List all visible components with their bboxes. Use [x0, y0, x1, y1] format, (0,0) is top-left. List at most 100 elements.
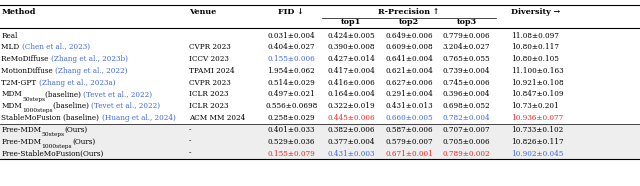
- Text: 0.258±0.029: 0.258±0.029: [268, 114, 315, 122]
- Text: Venue: Venue: [189, 8, 216, 16]
- Text: 0.390±0.008: 0.390±0.008: [328, 43, 375, 51]
- Text: ICLR 2023: ICLR 2023: [189, 102, 228, 110]
- Text: (Tevet et al., 2022): (Tevet et al., 2022): [83, 91, 152, 99]
- Text: FID ↓: FID ↓: [278, 8, 304, 16]
- Text: ReMoDiffuse: ReMoDiffuse: [1, 55, 51, 63]
- Text: 0.556±0.0698: 0.556±0.0698: [265, 102, 317, 110]
- Text: (Ours): (Ours): [65, 126, 88, 134]
- Text: 0.291±0.004: 0.291±0.004: [385, 91, 433, 99]
- Text: 10.80±0.117: 10.80±0.117: [511, 43, 559, 51]
- Text: 0.609±0.008: 0.609±0.008: [385, 43, 433, 51]
- Text: R-Precision ↑: R-Precision ↑: [378, 8, 439, 16]
- Text: (Zhang et al., 2023b): (Zhang et al., 2023b): [51, 55, 128, 63]
- Text: top3: top3: [456, 18, 477, 26]
- Text: 0.396±0.004: 0.396±0.004: [443, 91, 490, 99]
- Text: (Huang et al., 2024): (Huang et al., 2024): [102, 114, 175, 122]
- Text: 1000steps: 1000steps: [22, 108, 52, 113]
- Text: 10.73±0.201: 10.73±0.201: [511, 102, 559, 110]
- Text: 0.698±0.052: 0.698±0.052: [443, 102, 490, 110]
- Text: MDM: MDM: [1, 91, 22, 99]
- Text: top2: top2: [399, 18, 419, 26]
- Text: -: -: [189, 126, 191, 134]
- Text: 0.765±0.055: 0.765±0.055: [443, 55, 490, 63]
- Text: 0.427±0.014: 0.427±0.014: [328, 55, 375, 63]
- Text: 1.954±0.062: 1.954±0.062: [268, 67, 315, 75]
- Text: 10.936±0.077: 10.936±0.077: [511, 114, 563, 122]
- Text: (Ours): (Ours): [72, 138, 95, 146]
- Text: 0.621±0.004: 0.621±0.004: [385, 67, 433, 75]
- Text: (Zhang et al., 2023a): (Zhang et al., 2023a): [38, 79, 115, 87]
- Text: MotionDiffuse: MotionDiffuse: [1, 67, 55, 75]
- Text: 0.155±0.006: 0.155±0.006: [268, 55, 315, 63]
- Text: 0.789±0.002: 0.789±0.002: [443, 150, 490, 158]
- Text: 0.431±0.003: 0.431±0.003: [328, 150, 375, 158]
- Text: 0.745±0.006: 0.745±0.006: [443, 79, 490, 87]
- Text: Free-MDM: Free-MDM: [1, 126, 42, 134]
- Text: 0.416±0.006: 0.416±0.006: [328, 79, 375, 87]
- Text: 0.641±0.004: 0.641±0.004: [385, 55, 433, 63]
- Text: 0.660±0.005: 0.660±0.005: [385, 114, 433, 122]
- Text: 10.902±0.045: 10.902±0.045: [511, 150, 563, 158]
- Text: (baseline): (baseline): [45, 91, 83, 99]
- Text: 0.431±0.013: 0.431±0.013: [385, 102, 433, 110]
- Text: 0.031±0.004: 0.031±0.004: [268, 31, 315, 39]
- Text: 0.322±0.019: 0.322±0.019: [328, 102, 375, 110]
- Text: 0.739±0.004: 0.739±0.004: [443, 67, 490, 75]
- Text: 0.587±0.006: 0.587±0.006: [385, 126, 433, 134]
- Text: 0.707±0.007: 0.707±0.007: [443, 126, 490, 134]
- Text: 0.782±0.004: 0.782±0.004: [443, 114, 490, 122]
- Text: -: -: [189, 150, 191, 158]
- Text: 50steps: 50steps: [22, 97, 45, 102]
- Text: 0.424±0.005: 0.424±0.005: [328, 31, 375, 39]
- Text: (Chen et al., 2023): (Chen et al., 2023): [22, 43, 90, 51]
- Text: (baseline): (baseline): [52, 102, 91, 110]
- Text: 10.733±0.102: 10.733±0.102: [511, 126, 563, 134]
- Text: 0.401±0.033: 0.401±0.033: [268, 126, 315, 134]
- Text: 11.100±0.163: 11.100±0.163: [511, 67, 563, 75]
- Text: 0.705±0.006: 0.705±0.006: [443, 138, 490, 146]
- Text: 11.08±0.097: 11.08±0.097: [511, 31, 559, 39]
- Text: top1: top1: [341, 18, 362, 26]
- Text: 3.204±0.027: 3.204±0.027: [443, 43, 490, 51]
- Text: -: -: [189, 138, 191, 146]
- Bar: [0, 148, 640, 159]
- Text: 0.579±0.007: 0.579±0.007: [385, 138, 433, 146]
- Text: 0.164±0.004: 0.164±0.004: [328, 91, 375, 99]
- Text: 1000steps: 1000steps: [42, 144, 72, 149]
- Text: StableMoFusion (baseline): StableMoFusion (baseline): [1, 114, 102, 122]
- Text: MDM: MDM: [1, 102, 22, 110]
- Text: Free-MDM: Free-MDM: [1, 138, 42, 146]
- Text: Diversity →: Diversity →: [511, 8, 560, 16]
- Text: 50steps: 50steps: [42, 132, 65, 137]
- Text: 0.155±0.079: 0.155±0.079: [268, 150, 315, 158]
- Text: 0.404±0.027: 0.404±0.027: [268, 43, 315, 51]
- Text: 10.826±0.117: 10.826±0.117: [511, 138, 563, 146]
- Text: 0.649±0.006: 0.649±0.006: [385, 31, 433, 39]
- Text: 0.514±0.029: 0.514±0.029: [268, 79, 315, 87]
- Text: T2M-GPT: T2M-GPT: [1, 79, 38, 87]
- Text: ACM MM 2024: ACM MM 2024: [189, 114, 245, 122]
- Text: CVPR 2023: CVPR 2023: [189, 43, 230, 51]
- Text: 0.382±0.006: 0.382±0.006: [328, 126, 375, 134]
- Text: Real: Real: [1, 31, 18, 39]
- Text: (Tevet et al., 2022): (Tevet et al., 2022): [91, 102, 160, 110]
- Text: 10.921±0.108: 10.921±0.108: [511, 79, 563, 87]
- Bar: [0, 124, 640, 136]
- Text: 0.417±0.004: 0.417±0.004: [328, 67, 375, 75]
- Text: 10.847±0.109: 10.847±0.109: [511, 91, 563, 99]
- Text: CVPR 2023: CVPR 2023: [189, 79, 230, 87]
- Text: MLD: MLD: [1, 43, 22, 51]
- Text: Free-StableMoFusion(Ours): Free-StableMoFusion(Ours): [1, 150, 104, 158]
- Bar: [0, 136, 640, 148]
- Text: 0.671±0.001: 0.671±0.001: [385, 150, 433, 158]
- Text: ICLR 2023: ICLR 2023: [189, 91, 228, 99]
- Text: 0.377±0.004: 0.377±0.004: [328, 138, 375, 146]
- Text: 0.497±0.021: 0.497±0.021: [268, 91, 315, 99]
- Text: 0.445±0.006: 0.445±0.006: [328, 114, 375, 122]
- Text: 10.80±0.105: 10.80±0.105: [511, 55, 559, 63]
- Text: TPAMI 2024: TPAMI 2024: [189, 67, 234, 75]
- Text: ICCV 2023: ICCV 2023: [189, 55, 228, 63]
- Text: (Zhang et al., 2022): (Zhang et al., 2022): [55, 67, 128, 75]
- Text: 0.779±0.006: 0.779±0.006: [443, 31, 490, 39]
- Text: Method: Method: [1, 8, 36, 16]
